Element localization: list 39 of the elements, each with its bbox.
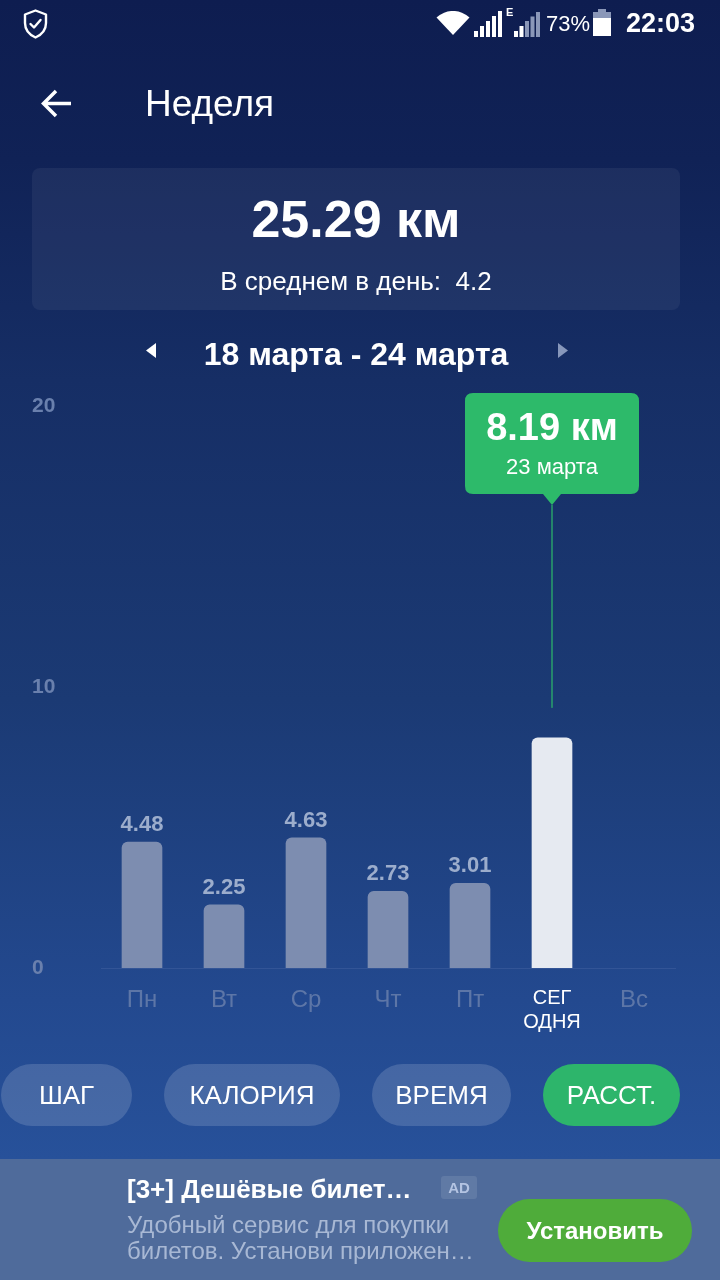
bar [285,837,327,968]
y-tick-label: 20 [32,392,56,416]
x-tick-label: СЕГОДНЯ [523,985,581,1032]
chart-subtitle: 18 марта - 24 марта [202,336,510,372]
data-label: 2.25 [202,873,246,899]
x-tick-label: Чт [374,985,402,1013]
data-label: 4.48 [120,811,164,837]
data-label: 3.01 [448,852,492,878]
data-label: 2.73 [366,860,410,886]
text: 73% [546,11,591,36]
callout-bubble: 8.19 км 23 марта [465,393,639,708]
bar [367,890,409,968]
bar [121,841,163,968]
annotation: 23 марта [505,454,599,479]
text: E [506,6,514,18]
bar [531,737,573,968]
pill-button: РАССТ. [543,1064,680,1126]
bar [449,883,491,968]
x-tick-label: Пт [455,985,485,1013]
text: [3+] Дешёвые билет… [127,1174,412,1204]
pill-button: КАЛОРИЯ [164,1064,340,1126]
pill-button: ВРЕМЯ [372,1064,511,1126]
x-tick-label: Ср [290,985,322,1013]
pill-button: ШАГ [1,1064,132,1126]
pill-button: Установить [498,1199,692,1262]
y-tick-label: 10 [32,673,56,697]
x-tick-label: Пн [126,985,158,1013]
bar [203,904,245,968]
y-tick-label: 0 [32,954,44,978]
x-tick-label: Вс [619,985,649,1013]
text: В среднем в день: 4.2 [219,266,493,296]
chart-title: Неделя [145,83,275,124]
text: 25.29 км [250,190,462,248]
data-label: 4.63 [284,806,328,832]
text: 22:03 [626,8,696,38]
annotation: 8.19 км [485,406,619,448]
text: Удобный сервис для покупки билетов. Установи приложен… [127,1211,475,1264]
x-tick-label: Вт [210,985,238,1013]
ad-badge: AD [441,1176,477,1199]
